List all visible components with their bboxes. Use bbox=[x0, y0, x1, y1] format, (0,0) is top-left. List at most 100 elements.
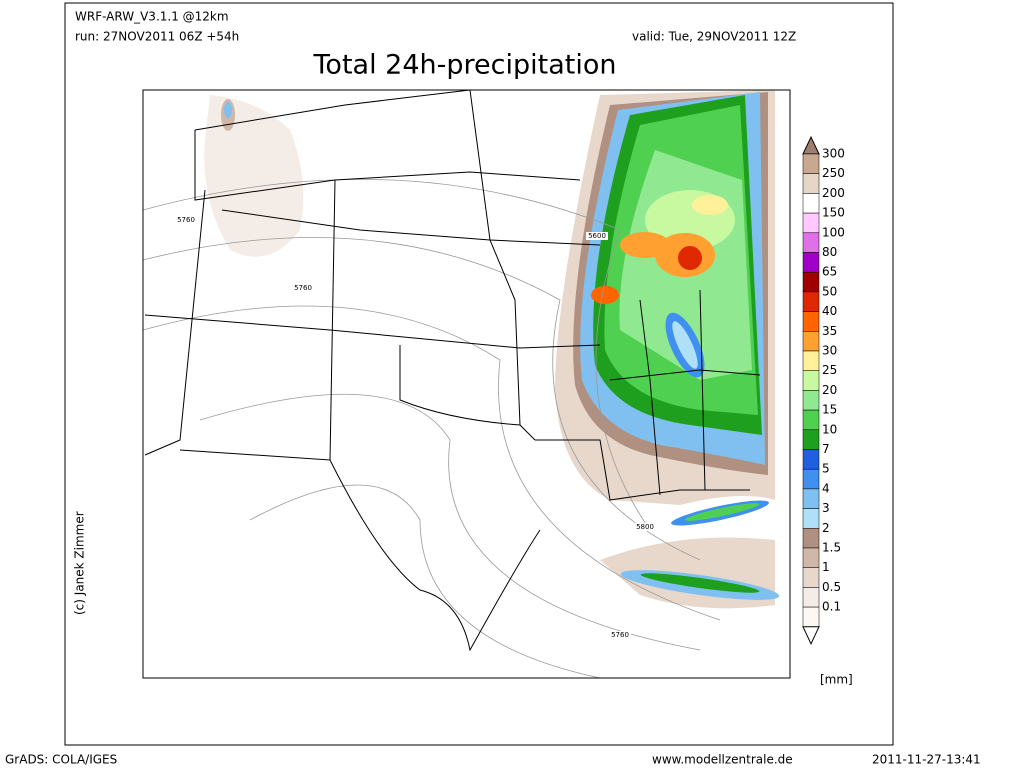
colorbar-swatch bbox=[802, 350, 820, 371]
colorbar-under-arrow bbox=[802, 626, 820, 645]
footer-right: 2011-11-27-13:41 bbox=[872, 753, 981, 767]
footer-left: GrADS: COLA/IGES bbox=[5, 753, 117, 767]
contour-label: 5800 bbox=[636, 523, 654, 531]
state-borders bbox=[144, 89, 761, 652]
colorbar-swatch bbox=[802, 232, 820, 253]
contour-label-bg bbox=[634, 523, 656, 531]
colorbar-swatch bbox=[802, 508, 820, 529]
credit: (c) Janek Zimmer bbox=[73, 511, 87, 615]
model-info: WRF-ARW_V3.1.1 @12km bbox=[75, 10, 229, 24]
border bbox=[535, 439, 750, 501]
contour bbox=[142, 178, 651, 531]
colorbar-swatch bbox=[802, 409, 820, 431]
colorbar-label: 35 bbox=[822, 324, 837, 338]
valid-info: valid: Tue, 29NOV2011 12Z bbox=[632, 30, 796, 44]
precip-area bbox=[672, 321, 698, 369]
colorbar-label: 300 bbox=[822, 147, 845, 161]
border bbox=[699, 289, 706, 491]
colorbar-label: 20 bbox=[822, 383, 837, 397]
border bbox=[609, 369, 761, 381]
colorbar-label: 80 bbox=[822, 245, 837, 259]
colorbar-swatch bbox=[802, 291, 820, 312]
title: Total 24h-precipitation bbox=[313, 50, 617, 81]
colorbar-label: 5 bbox=[822, 462, 830, 476]
map: 5760 5600 5760 5800 5760 bbox=[142, 89, 791, 679]
colorbar-swatch bbox=[802, 429, 820, 450]
contour-label: 5760 bbox=[177, 216, 195, 224]
colorbar-label: 10 bbox=[822, 422, 837, 436]
run-info: run: 27NOV2011 06Z +54h bbox=[75, 30, 239, 44]
colorbar-label: 25 bbox=[822, 363, 837, 377]
height-contours bbox=[142, 178, 721, 679]
colorbar-label: 200 bbox=[822, 186, 845, 200]
footer-center: www.modellzentrale.de bbox=[652, 753, 793, 767]
precip-area bbox=[591, 286, 619, 304]
precip-area bbox=[684, 503, 760, 521]
colorbar-swatch bbox=[802, 468, 820, 490]
colorbar-swatch bbox=[802, 488, 820, 509]
colorbar-swatch bbox=[802, 252, 820, 273]
precipitation-field bbox=[204, 90, 780, 609]
contour-label: 5760 bbox=[294, 284, 312, 292]
colorbar-swatch bbox=[802, 173, 820, 194]
border bbox=[639, 299, 661, 496]
precip-area bbox=[692, 195, 728, 215]
colorbar-swatch bbox=[802, 567, 820, 588]
contour bbox=[199, 393, 701, 651]
colorbar-swatch bbox=[802, 587, 820, 608]
colorbar-label: 0.5 bbox=[822, 580, 841, 594]
colorbar-label: 40 bbox=[822, 304, 837, 318]
colorbar-label: 0.1 bbox=[822, 600, 841, 614]
colorbar-label: 7 bbox=[822, 442, 830, 456]
precip-area bbox=[204, 95, 304, 257]
contour-label: 5760 bbox=[611, 631, 629, 639]
border bbox=[194, 89, 471, 131]
colorbar-label: 15 bbox=[822, 403, 837, 417]
colorbar-label: 100 bbox=[822, 225, 845, 239]
colorbar-swatch bbox=[802, 606, 820, 628]
colorbar-label: 4 bbox=[822, 481, 830, 495]
colorbar-swatch bbox=[802, 370, 820, 391]
colorbar-swatch bbox=[802, 528, 820, 549]
contour-label: 5600 bbox=[588, 232, 606, 240]
colorbar-label: 3 bbox=[822, 501, 830, 515]
colorbar-label: 65 bbox=[822, 265, 837, 279]
contour bbox=[142, 237, 701, 561]
map-frame bbox=[142, 89, 791, 679]
colorbar-label: 250 bbox=[822, 166, 845, 180]
contour-label-bg bbox=[609, 631, 631, 639]
colorbar: 300 250 200 150 100 80 65 50 40 35 30 25 20 15 10 7 5 4 3 2… bbox=[802, 135, 845, 645]
colorbar-swatch bbox=[802, 271, 820, 293]
colorbar-swatch bbox=[802, 449, 820, 470]
colorbar-unit: [mm] bbox=[820, 673, 853, 687]
colorbar-label: 2 bbox=[822, 521, 830, 535]
colorbar-label: 1.5 bbox=[822, 541, 841, 555]
precip-area bbox=[678, 246, 702, 270]
border bbox=[221, 209, 601, 246]
contour bbox=[142, 305, 721, 621]
contour-label-bg bbox=[175, 216, 197, 224]
contour-label-bg bbox=[586, 232, 608, 240]
border bbox=[469, 89, 521, 426]
border bbox=[399, 345, 536, 441]
border bbox=[329, 459, 541, 652]
colorbar-swatch bbox=[802, 547, 820, 568]
colorbar-label: 50 bbox=[822, 284, 837, 298]
colorbar-label: 1 bbox=[822, 560, 830, 574]
contour bbox=[249, 484, 601, 679]
colorbar-label: 150 bbox=[822, 206, 845, 220]
precip-area bbox=[640, 573, 760, 593]
border bbox=[144, 189, 206, 456]
precip-area bbox=[224, 102, 232, 118]
colorbar-swatch bbox=[802, 331, 820, 352]
colorbar-swatch bbox=[802, 153, 820, 174]
colorbar-swatch bbox=[802, 390, 820, 411]
colorbar-swatch bbox=[802, 212, 820, 234]
colorbar-swatch bbox=[802, 193, 820, 214]
colorbar-swatch bbox=[802, 311, 820, 332]
border bbox=[144, 314, 601, 349]
colorbar-label: 30 bbox=[822, 344, 837, 358]
contour-label-bg bbox=[292, 284, 314, 292]
